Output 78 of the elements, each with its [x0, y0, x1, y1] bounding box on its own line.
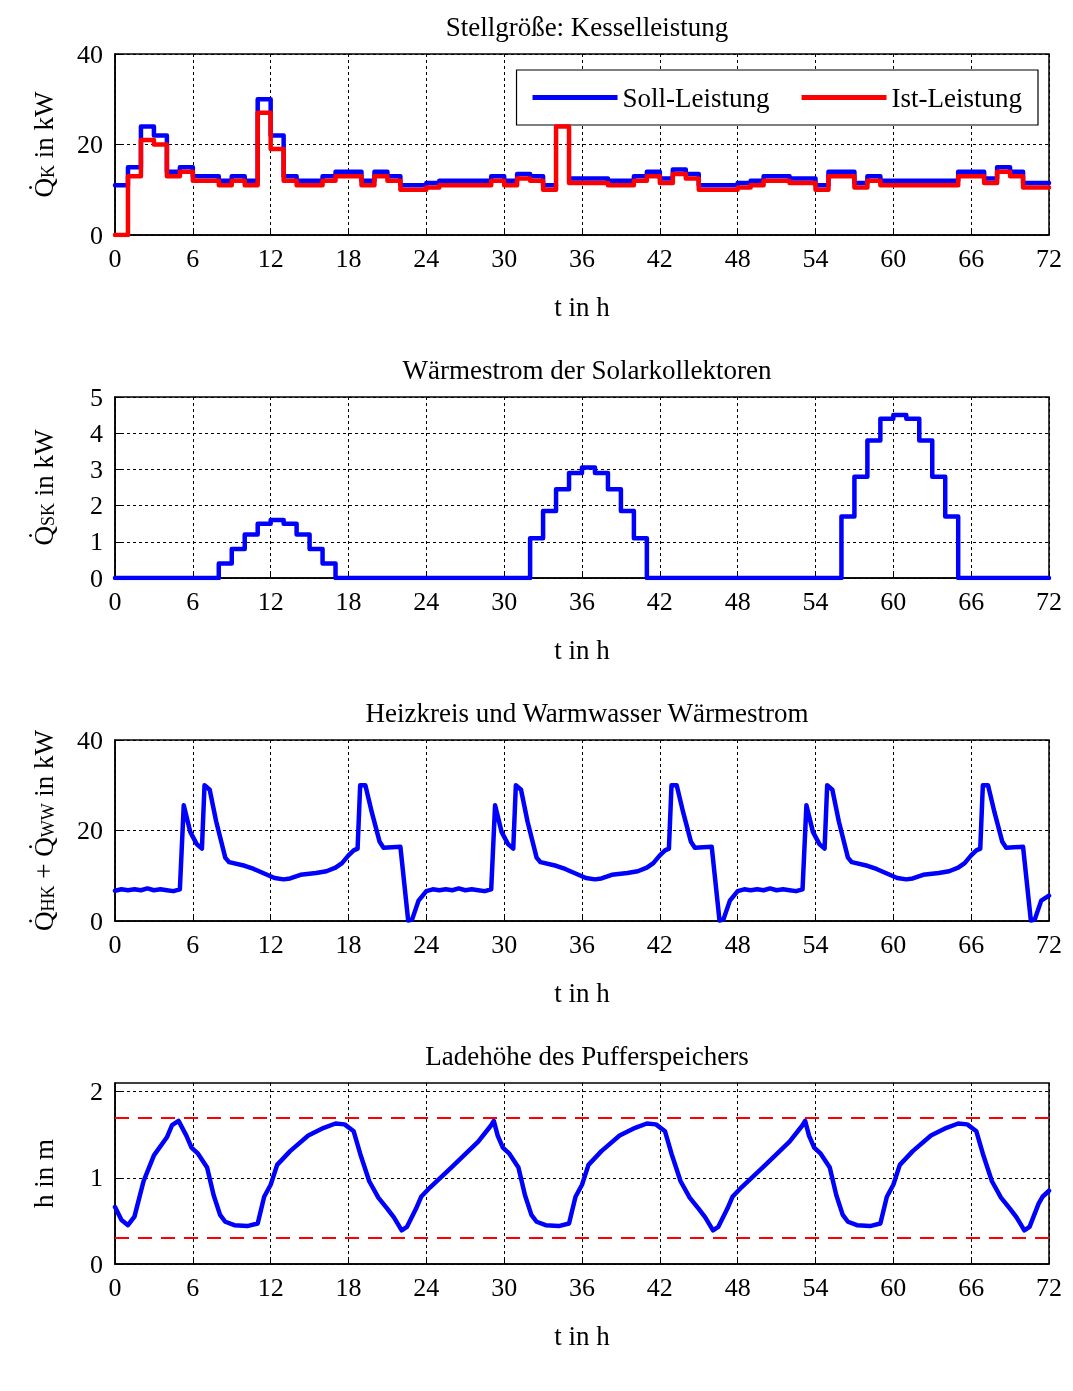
x-tick-label: 6	[186, 243, 200, 273]
x-tick-label: 66	[958, 1272, 985, 1302]
y-tick-label: 0	[90, 220, 103, 250]
x-tick-label: 60	[880, 1272, 907, 1302]
x-tick-label: 12	[257, 243, 284, 273]
x-tick-label: 48	[724, 929, 751, 959]
legend-label: Soll-Leistung	[622, 82, 770, 113]
x-tick-label: 18	[335, 586, 362, 616]
x-axis-title: t in h	[554, 977, 611, 1008]
x-tick-label: 42	[646, 586, 673, 616]
x-tick-label: 24	[413, 586, 440, 616]
y-axis-title: Q̇HK + Q̇WW in kW	[28, 729, 59, 932]
x-tick-label: 6	[186, 929, 200, 959]
y-axis-title: h in m	[28, 1138, 59, 1209]
y-tick-label: 4	[90, 418, 103, 448]
y-tick-label: 40	[77, 39, 103, 69]
x-tick-label: 60	[880, 929, 907, 959]
x-tick-label: 48	[724, 586, 751, 616]
x-tick-label: 42	[646, 243, 673, 273]
x-tick-label: 42	[646, 929, 673, 959]
x-tick-label: 42	[646, 1272, 673, 1302]
x-axis-title: t in h	[554, 291, 611, 322]
y-tick-label: 5	[90, 382, 103, 412]
chart-title: Stellgröße: Kesselleistung	[445, 11, 729, 42]
x-tick-label: 12	[257, 586, 284, 616]
y-tick-label: 2	[90, 491, 103, 521]
x-tick-label: 48	[724, 1272, 751, 1302]
x-tick-label: 36	[569, 1272, 595, 1302]
y-axis-title: Q̇SK in kW	[28, 428, 59, 546]
x-tick-label: 72	[1036, 1272, 1062, 1302]
x-tick-label: 66	[958, 243, 985, 273]
y-tick-label: 20	[77, 816, 103, 845]
x-tick-label: 36	[569, 929, 595, 959]
y-tick-label: 0	[90, 906, 103, 936]
x-tick-label: 54	[802, 586, 829, 616]
chart-title: Heizkreis und Warmwasser Wärmestrom	[365, 697, 809, 728]
y-tick-label: 2	[90, 1077, 103, 1107]
x-tick-label: 12	[257, 929, 284, 959]
x-tick-label: 6	[186, 1272, 200, 1302]
y-tick-label: 1	[90, 527, 103, 557]
x-tick-label: 66	[958, 586, 985, 616]
line-series	[112, 1118, 1052, 1233]
y-tick-label: 20	[77, 130, 103, 159]
x-tick-label: 30	[491, 1272, 518, 1302]
x-tick-label: 54	[802, 929, 829, 959]
x-tick-label: 30	[491, 586, 518, 616]
legend-label: Ist-Leistung	[891, 82, 1023, 113]
chart-title: Ladehöhe des Pufferspeichers	[425, 1040, 749, 1071]
x-tick-label: 18	[335, 929, 362, 959]
x-tick-label: 30	[491, 929, 518, 959]
y-tick-label: 40	[77, 725, 103, 755]
x-tick-label: 36	[569, 243, 595, 273]
x-tick-label: 60	[880, 586, 907, 616]
y-tick-label: 0	[90, 1249, 103, 1279]
y-tick-label: 0	[90, 563, 103, 593]
x-tick-label: 12	[257, 1272, 284, 1302]
x-tick-label: 60	[880, 243, 907, 273]
x-tick-label: 54	[802, 1272, 829, 1302]
x-tick-label: 72	[1036, 243, 1062, 273]
x-tick-label: 24	[413, 243, 440, 273]
x-tick-label: 66	[958, 929, 985, 959]
x-axis-title: t in h	[554, 634, 611, 665]
x-tick-label: 24	[413, 1272, 440, 1302]
x-tick-label: 72	[1036, 929, 1062, 959]
x-tick-label: 18	[335, 1272, 362, 1302]
y-tick-label: 3	[90, 454, 103, 484]
chart-title: Wärmestrom der Solarkollektoren	[402, 354, 772, 385]
y-axis-title: Q̇K in kW	[28, 91, 59, 198]
x-tick-label: 6	[186, 586, 200, 616]
y-tick-label: 1	[90, 1163, 103, 1193]
x-axis-title: t in h	[554, 1320, 611, 1351]
x-tick-label: 30	[491, 243, 518, 273]
x-tick-label: 36	[569, 586, 595, 616]
x-tick-label: 24	[413, 929, 440, 959]
x-tick-label: 48	[724, 243, 751, 273]
x-tick-label: 18	[335, 243, 362, 273]
x-tick-label: 72	[1036, 586, 1062, 616]
x-tick-label: 54	[802, 243, 829, 273]
